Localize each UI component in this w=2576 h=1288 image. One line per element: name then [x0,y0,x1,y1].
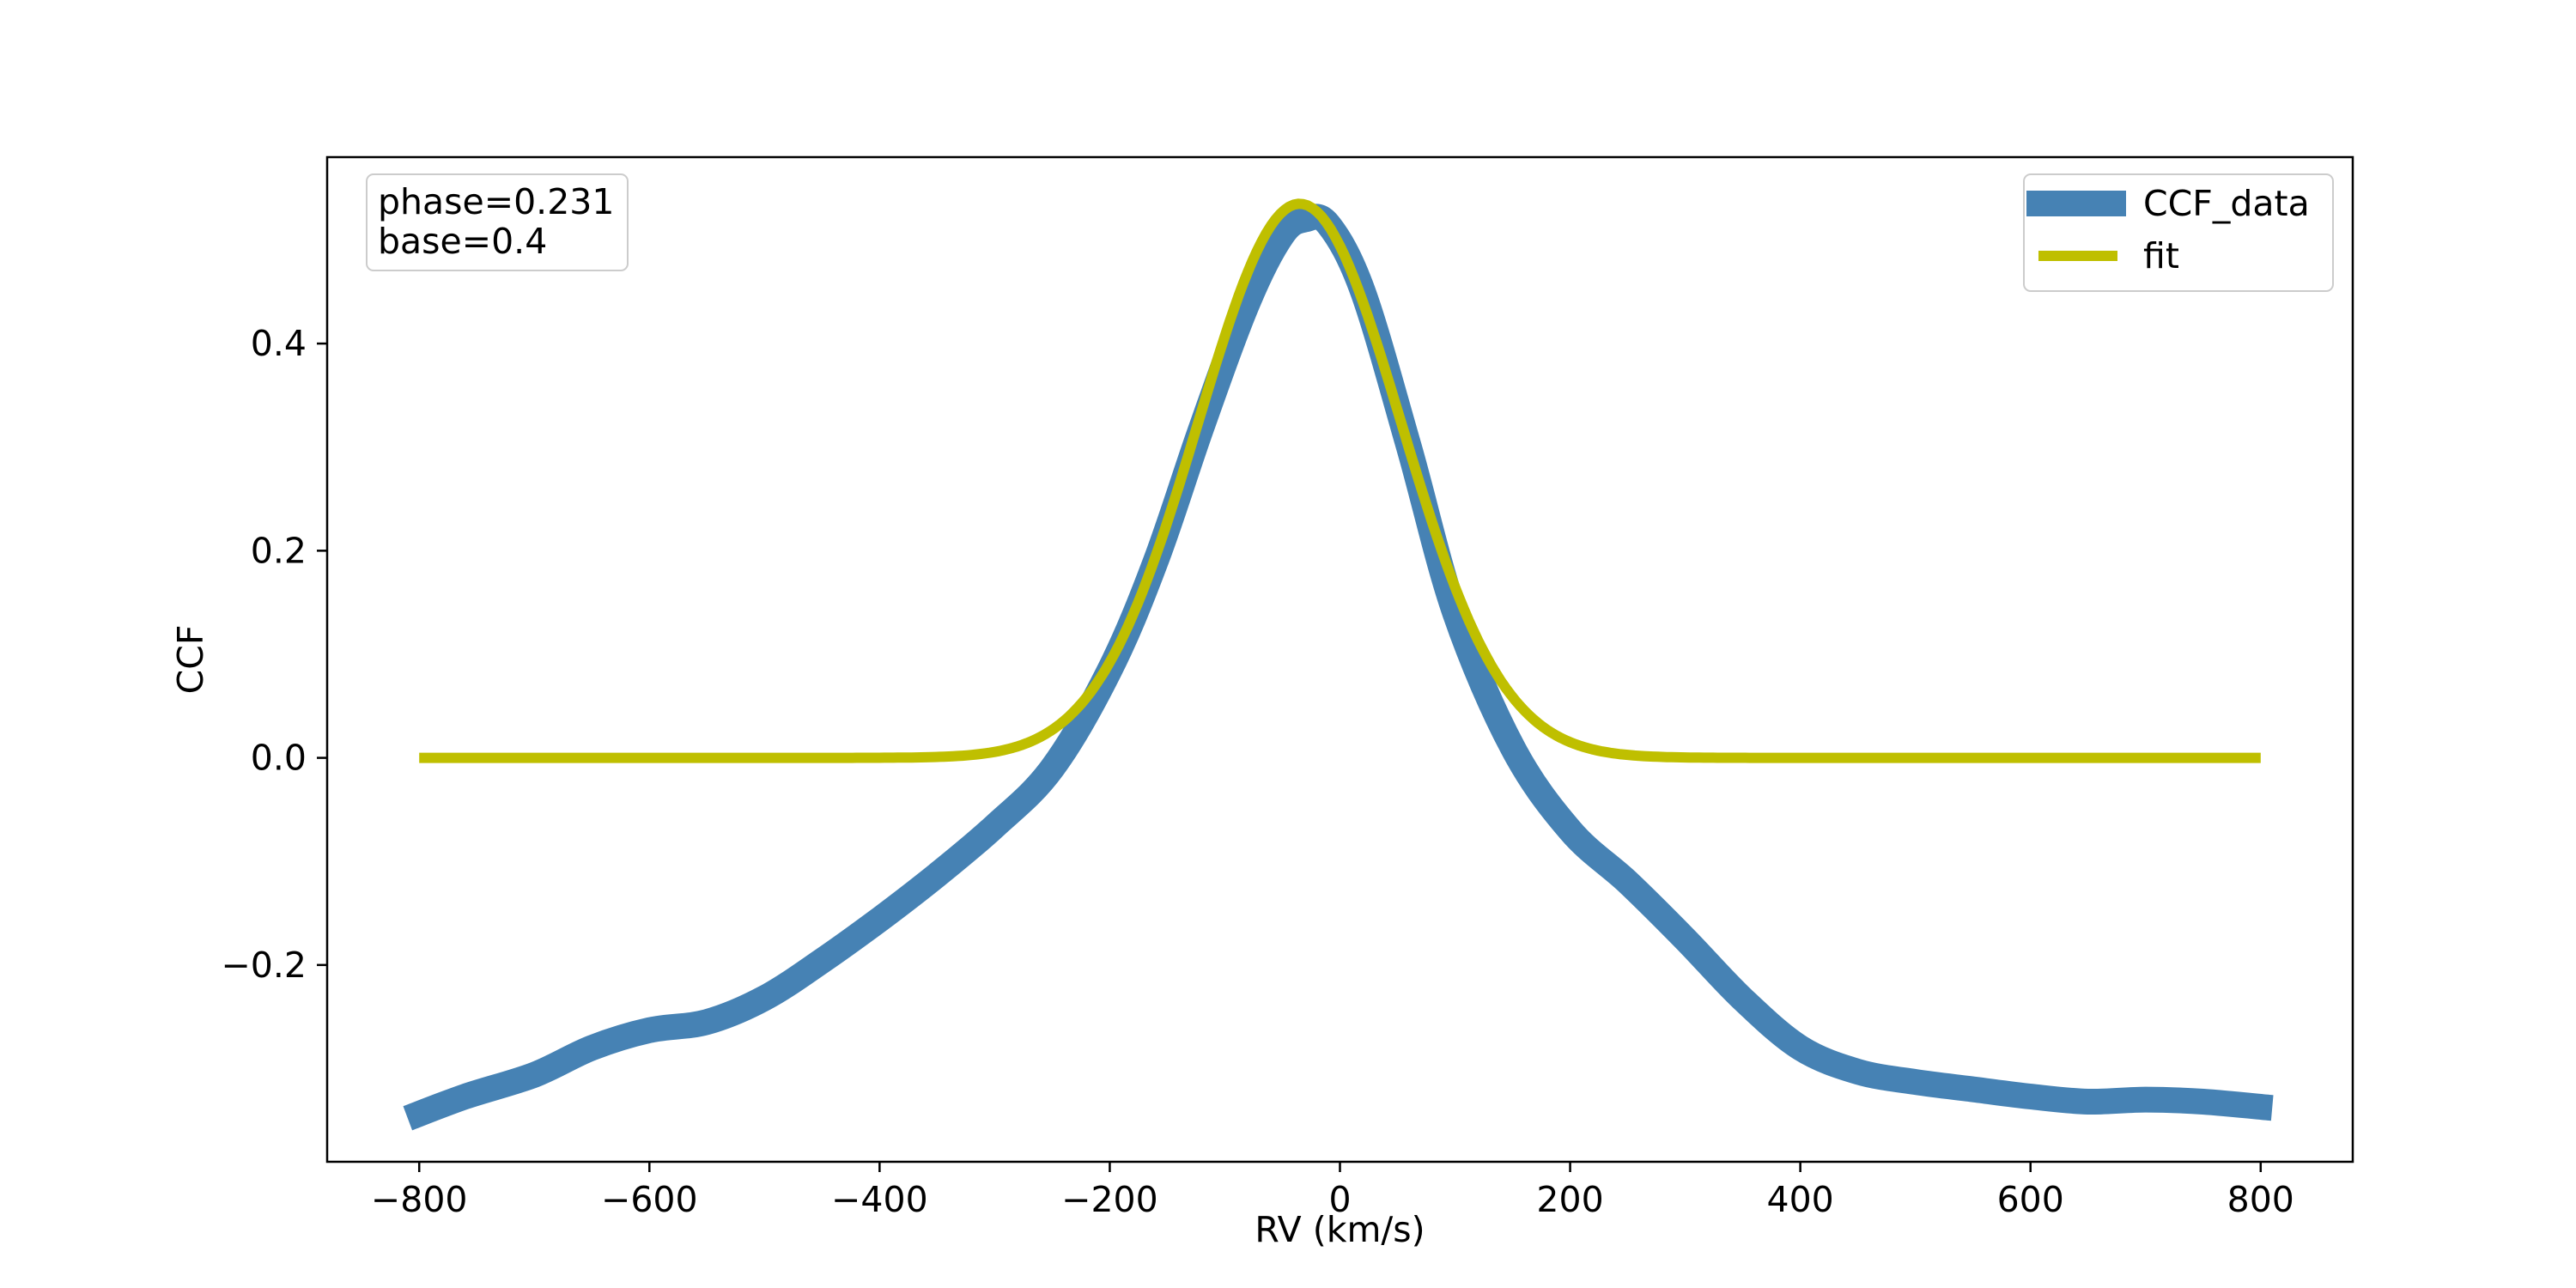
annotation-base: base=0.4 [378,221,547,262]
y-axis-label: CCF [170,625,211,695]
x-tick-label: −600 [601,1179,698,1220]
x-tick-label: −800 [371,1179,468,1220]
y-tick-label: 0.4 [251,323,307,364]
x-tick-label: −200 [1061,1179,1158,1220]
x-tick-label: 400 [1767,1179,1834,1220]
series-layer [403,198,2274,1131]
y-tick-label: 0.0 [251,738,307,779]
annotation-frame [366,173,629,271]
legend-label-ccf-data: CCF_data [2143,183,2310,224]
x-tick-label: −400 [831,1179,928,1220]
series-line-fit [418,198,2262,763]
x-tick-label: 800 [2227,1179,2294,1220]
y-axis-ticks: −0.2 0.0 0.2 0.4 [221,323,327,986]
annotation-phase: phase=0.231 [378,181,614,222]
x-tick-label: 600 [1997,1179,2064,1220]
x-axis-label: RV (km/s) [1255,1209,1425,1250]
y-tick-label: 0.2 [251,530,307,571]
y-tick-label: −0.2 [221,945,307,986]
legend-label-fit: fit [2143,235,2179,276]
x-tick-label: 0 [1328,1179,1351,1220]
legend: CCF_data fit [2023,173,2334,292]
phase-annotation-box: phase=0.231 base=0.4 [366,173,629,271]
x-axis-ticks: −800 −600 −400 −200 0 200 400 600 800 [371,1162,2294,1220]
x-tick-label: 200 [1536,1179,1603,1220]
